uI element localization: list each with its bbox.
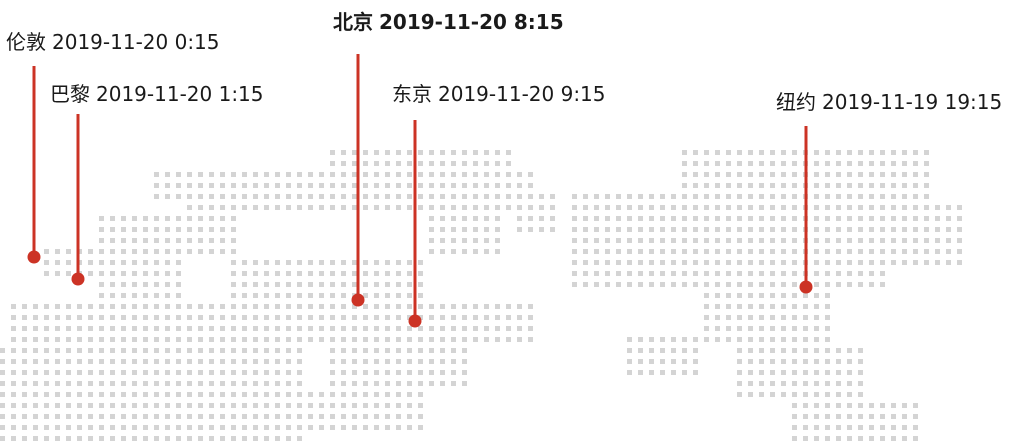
tokyo-label: 东京 2019-11-20 9:15 — [392, 82, 606, 106]
city-beijing: 北京 2019-11-20 8:15 — [333, 10, 564, 307]
city-name: 伦敦 — [6, 30, 46, 54]
city-tokyo: 东京 2019-11-20 9:15 — [392, 82, 606, 328]
city-datetime: 2019-11-20 1:15 — [96, 82, 264, 106]
city-name: 东京 — [392, 82, 432, 106]
paris-marker[interactable] — [71, 272, 85, 286]
land-dot-grid — [0, 150, 962, 441]
city-name: 北京 — [333, 10, 373, 34]
city-paris: 巴黎 2019-11-20 1:15 — [50, 82, 264, 286]
city-datetime: 2019-11-19 19:15 — [822, 90, 1002, 114]
beijing-label: 北京 2019-11-20 8:15 — [333, 10, 564, 34]
city-datetime: 2019-11-20 0:15 — [52, 30, 220, 54]
city-london: 伦敦 2019-11-20 0:15 — [6, 30, 220, 264]
city-name: 巴黎 — [50, 82, 90, 106]
new-york-label: 纽约 2019-11-19 19:15 — [776, 90, 1002, 114]
beijing-marker[interactable] — [351, 293, 365, 307]
london-marker[interactable] — [27, 250, 41, 264]
london-label: 伦敦 2019-11-20 0:15 — [6, 30, 220, 54]
city-new-york: 纽约 2019-11-19 19:15 — [776, 90, 1002, 294]
city-name: 纽约 — [776, 90, 816, 114]
paris-label: 巴黎 2019-11-20 1:15 — [50, 82, 264, 106]
city-datetime: 2019-11-20 9:15 — [438, 82, 606, 106]
city-datetime: 2019-11-20 8:15 — [379, 10, 564, 34]
new-york-marker[interactable] — [799, 280, 813, 294]
tokyo-marker[interactable] — [408, 314, 422, 328]
